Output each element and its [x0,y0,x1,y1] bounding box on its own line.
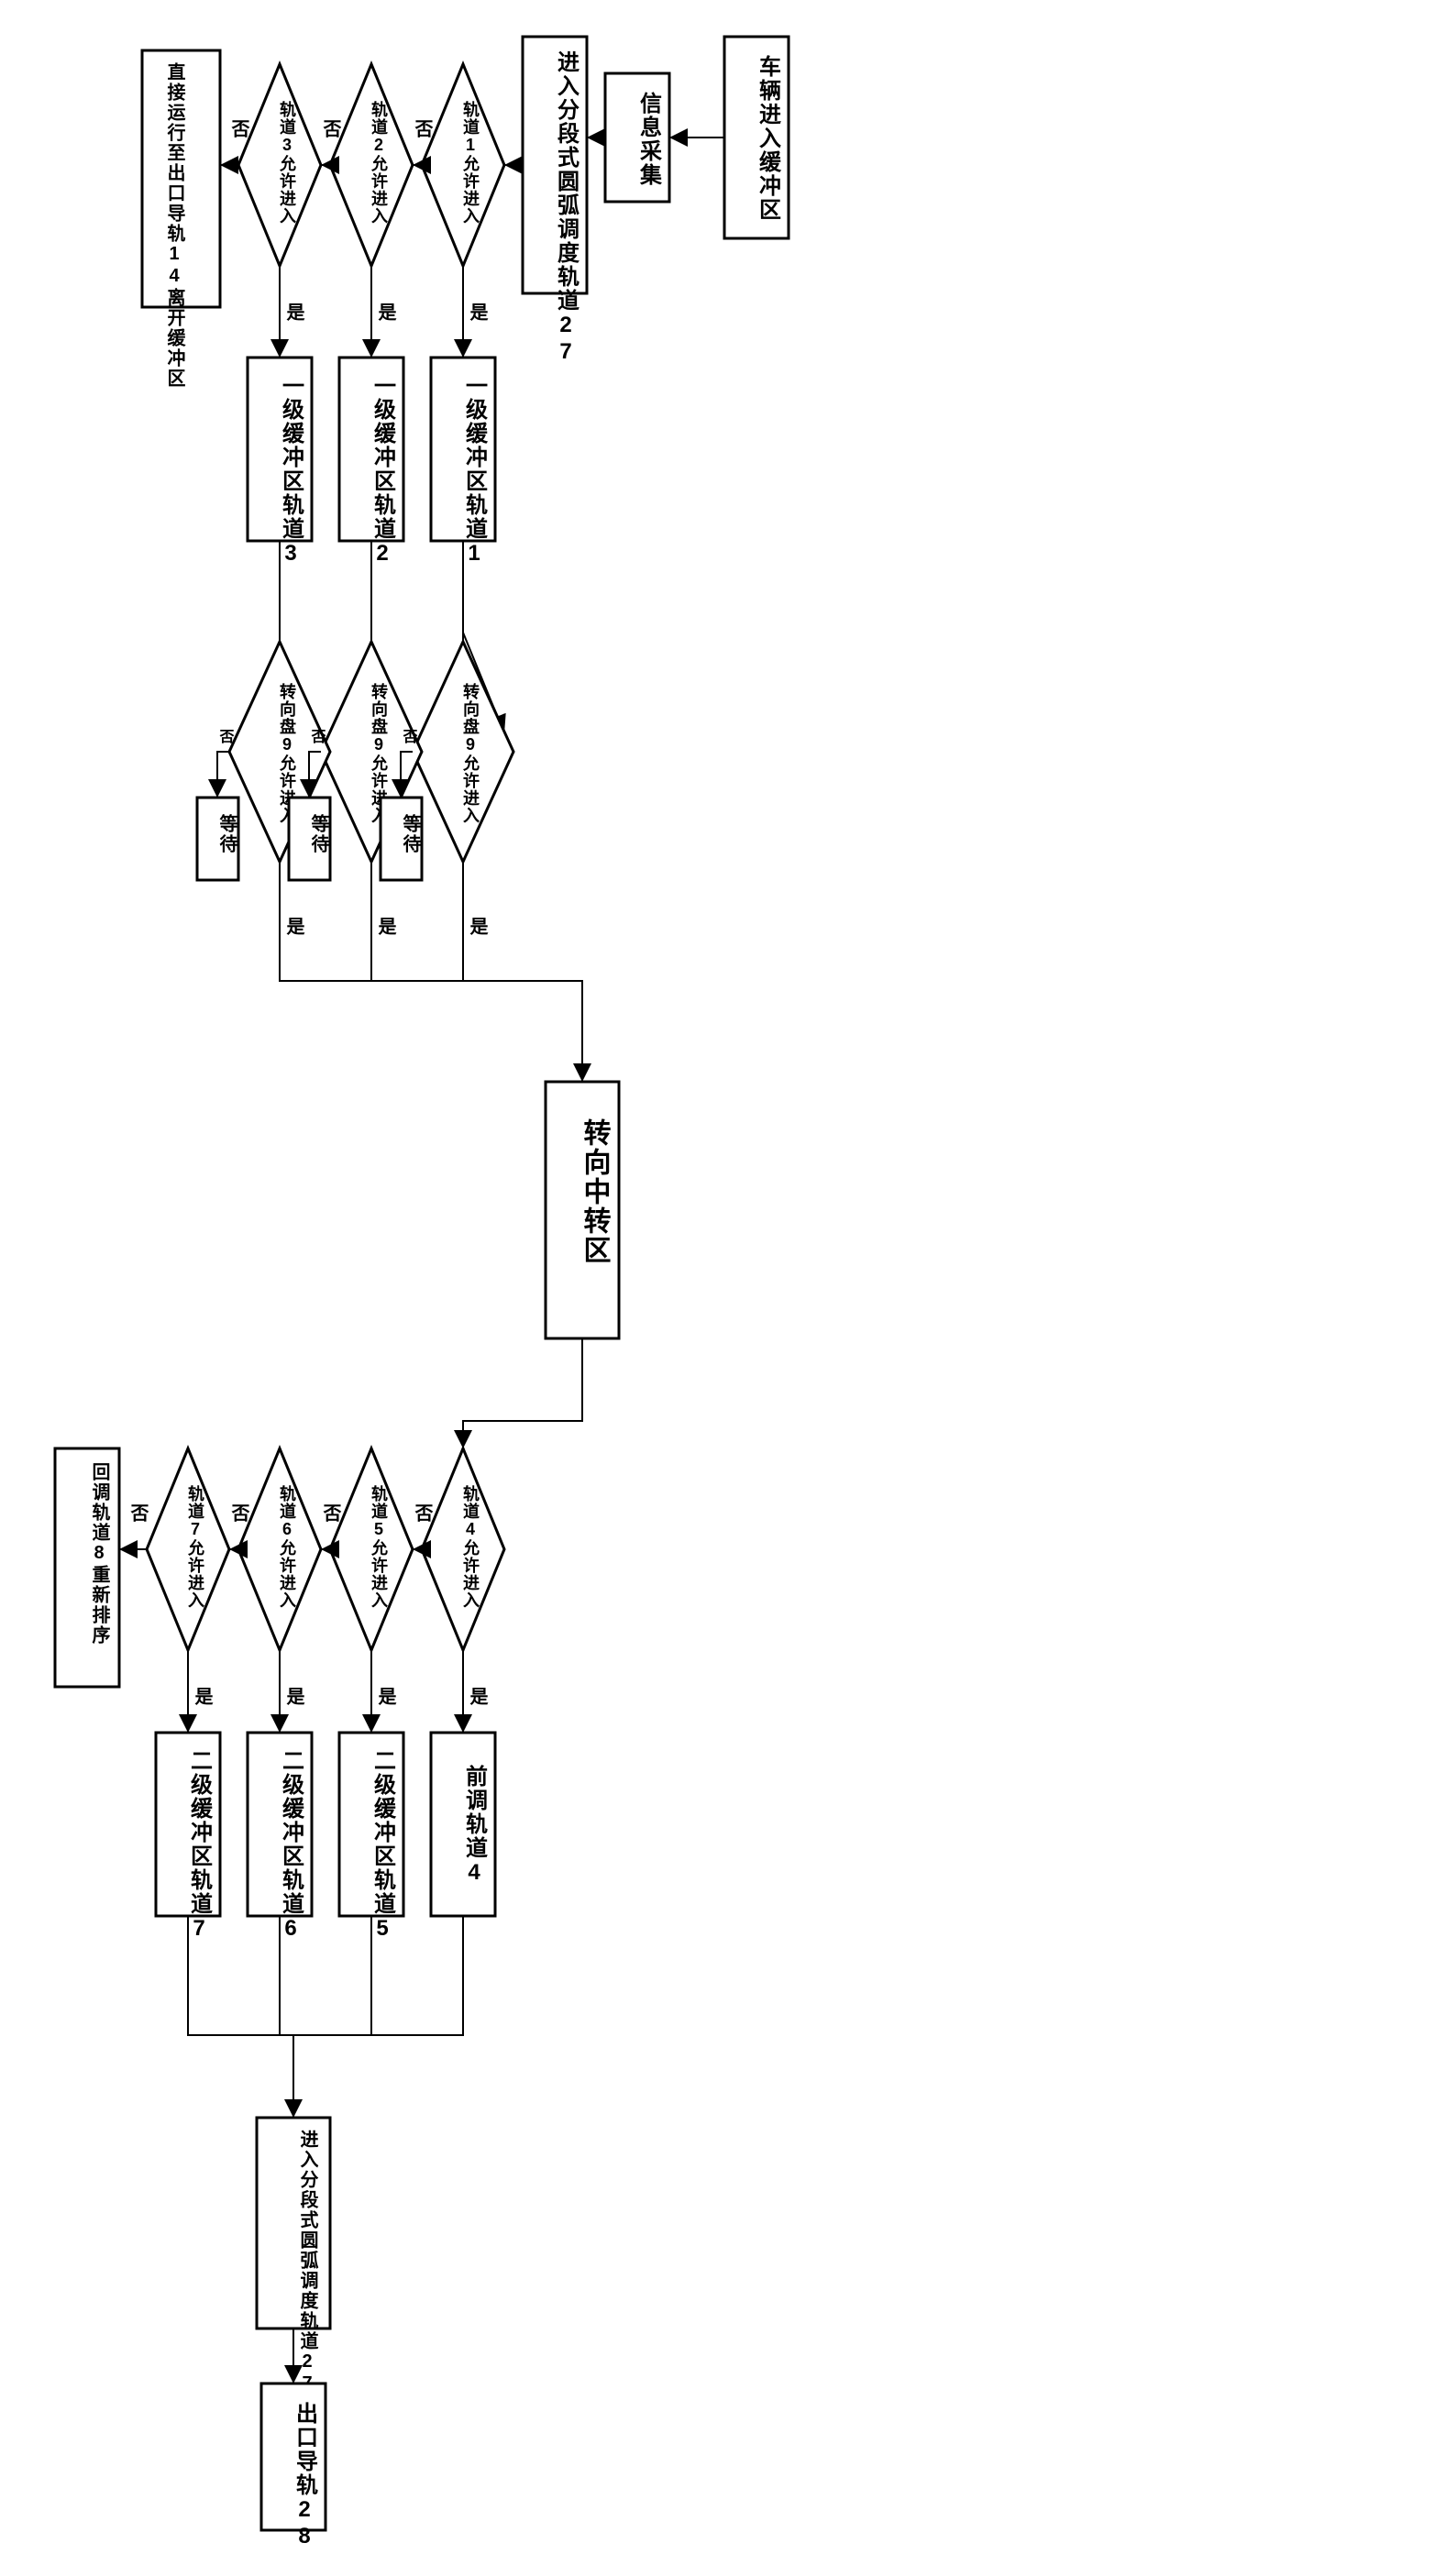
svg-text:轨道4允许进入: 轨道4允许进入 [461,1484,480,1609]
decision-track1: 轨道1允许进入 [422,64,504,266]
wait-box-1: 等待 [381,798,422,880]
buffer3-box: 一级缓冲区轨道3 [248,358,312,567]
turn-decision-1: 转向盘9允许进入 [413,642,513,862]
buffer5-box: 二级缓冲区轨道5 [339,1733,403,1943]
svg-text:是: 是 [283,303,305,322]
svg-text:转向中转区: 转向中转区 [580,1118,612,1265]
transfer-box: 转向中转区 [546,1082,619,1338]
svg-text:否: 否 [320,119,342,138]
decision-track6: 轨道6允许进入 [238,1448,321,1650]
decision-track7: 轨道7允许进入 [147,1448,229,1650]
svg-text:是: 是 [375,1687,397,1706]
decision-track4: 轨道4允许进入 [422,1448,504,1650]
buffer7-box: 二级缓冲区轨道7 [156,1733,220,1943]
wait-box-3: 等待 [197,798,238,880]
decision-track5: 轨道5允许进入 [330,1448,413,1650]
svg-text:二级缓冲区轨道6: 二级缓冲区轨道6 [279,1749,304,1943]
svg-text:是: 是 [375,917,397,936]
svg-text:回调轨道8重新排序: 回调轨道8重新排序 [89,1462,110,1646]
svg-text:二级缓冲区轨道7: 二级缓冲区轨道7 [187,1749,213,1943]
svg-text:转向盘9允许进入: 转向盘9允许进入 [461,682,480,824]
svg-text:否: 否 [320,1503,342,1522]
recall8-box: 回调轨道8重新排序 [55,1448,119,1687]
svg-text:一级缓冲区轨道1: 一级缓冲区轨道1 [462,374,488,567]
svg-text:二级缓冲区轨道5: 二级缓冲区轨道5 [370,1749,396,1943]
buffer2-box: 一级缓冲区轨道2 [339,358,403,567]
buffer1-box: 一级缓冲区轨道1 [431,358,495,567]
svg-text:信息采集: 信息采集 [636,91,663,187]
buffer6-box: 二级缓冲区轨道6 [248,1733,312,1943]
svg-text:直接运行至出口导轨14离开缓冲区: 直接运行至出口导轨14离开缓冲区 [164,61,186,389]
svg-text:轨道5允许进入: 轨道5允许进入 [370,1484,389,1609]
svg-text:是: 是 [375,303,397,322]
svg-text:一级缓冲区轨道2: 一级缓冲区轨道2 [370,374,396,567]
wait-box-2: 等待 [289,798,330,880]
svg-text:出口导轨28: 出口导轨28 [293,2402,318,2550]
svg-text:否: 否 [228,1503,250,1522]
svg-text:轨道2允许进入: 轨道2允许进入 [370,100,389,225]
svg-text:是: 是 [467,917,489,936]
decision-track2: 轨道2允许进入 [330,64,413,266]
svg-text:进入分段式圆弧调度轨道27: 进入分段式圆弧调度轨道27 [554,50,580,366]
flowchart-diagram: 车辆进入缓冲区 信息采集 进入分段式圆弧调度轨道27 轨道1允许进入 轨道2允许… [18,18,1446,2558]
svg-text:等待: 等待 [400,813,421,854]
svg-text:是: 是 [467,303,489,322]
svg-text:是: 是 [467,1687,489,1706]
exit14-box: 直接运行至出口导轨14离开缓冲区 [142,50,220,389]
svg-text:车辆进入缓冲区: 车辆进入缓冲区 [756,54,781,222]
svg-text:轨道6允许进入: 轨道6允许进入 [278,1484,297,1609]
svg-text:是: 是 [283,917,305,936]
start-box-3: 进入分段式圆弧调度轨道27 [523,37,587,366]
svg-text:等待: 等待 [216,813,237,854]
svg-text:等待: 等待 [308,813,329,854]
svg-text:轨道1允许进入: 轨道1允许进入 [461,100,480,225]
start-box-2: 信息采集 [605,73,669,202]
svg-text:进入分段式圆弧调度轨道27: 进入分段式圆弧调度轨道27 [297,2130,318,2395]
svg-text:是: 是 [283,1687,305,1706]
svg-text:轨道7允许进入: 轨道7允许进入 [186,1484,205,1609]
svg-text:否: 否 [228,119,250,138]
svg-text:一级缓冲区轨道3: 一级缓冲区轨道3 [279,374,304,567]
start-box-1: 车辆进入缓冲区 [724,37,789,238]
svg-text:否: 否 [412,119,434,138]
decision-track3: 轨道3允许进入 [238,64,321,266]
exit28-box: 出口导轨28 [261,2383,326,2550]
svg-text:否: 否 [412,1503,434,1522]
svg-text:是: 是 [192,1687,214,1706]
svg-text:轨道3允许进入: 轨道3允许进入 [278,100,297,225]
pretrack4-box: 前调轨道4 [431,1733,495,1916]
svg-text:前调轨道4: 前调轨道4 [462,1764,488,1887]
svg-text:否: 否 [127,1503,149,1522]
